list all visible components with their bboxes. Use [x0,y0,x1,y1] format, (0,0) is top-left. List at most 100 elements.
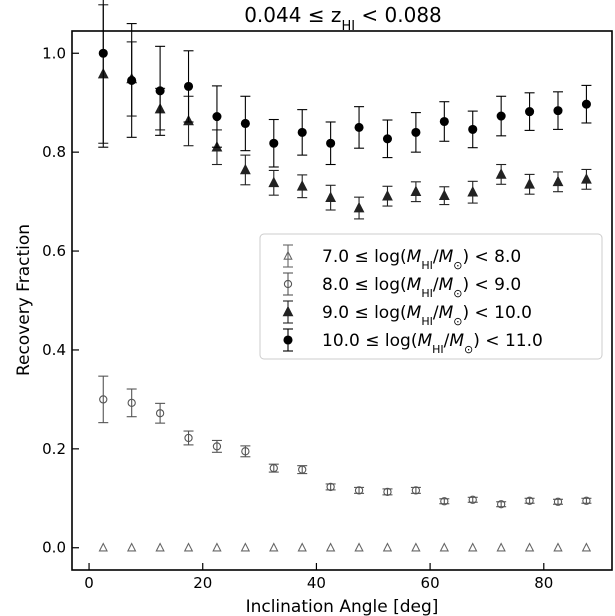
data-point [552,175,564,187]
legend-marker [283,279,293,289]
data-point [382,542,393,552]
data-point [411,486,421,495]
data-point [439,542,449,552]
y-tick-label: 1.0 [42,44,66,62]
legend-label: 9.0 ≤ log(MHI/M⊙) < 10.0 [322,303,532,328]
data-point [183,542,194,552]
data-point [410,185,422,197]
data-point [411,127,421,137]
data-point [325,191,337,202]
legend-label: 7.0 ≤ log(MHI/M⊙) < 8.0 [322,247,521,272]
data-point [268,176,280,188]
data-point [553,106,563,116]
data-point [467,186,479,197]
data-point [440,497,449,506]
data-point [297,127,307,137]
y-tick-label: 0.6 [42,242,66,260]
legend-label: 8.0 ≤ log(MHI/M⊙) < 9.0 [322,275,521,300]
data-point [269,463,278,473]
series-4 [98,0,592,168]
plot-frame [71,30,613,571]
data-point [354,542,364,552]
data-point [241,447,250,456]
data-point [581,173,592,184]
legend-marker [283,250,293,260]
x-tick-label: 80 [534,574,553,592]
data-point [438,189,450,200]
title-suffix: < 0.088 [355,3,442,27]
data-point [212,542,222,552]
data-point [582,496,591,505]
series-1 [98,542,592,552]
data-point [297,542,307,552]
data-point [553,542,563,552]
data-point [383,487,392,497]
data-point [497,500,506,509]
data-point [354,486,364,495]
y-tick-label: 0.0 [42,539,66,557]
data-point [524,178,535,189]
x-tick-label: 20 [193,574,212,592]
data-point [353,201,365,213]
data-point [240,542,251,552]
data-point [553,497,563,506]
y-tick-label: 0.8 [42,143,66,161]
data-point [155,86,165,96]
series-3 [97,4,592,220]
data-point [496,542,506,552]
data-point [98,542,108,552]
legend-label: 10.0 ≤ log(MHI/M⊙) < 11.0 [322,331,543,356]
data-point [468,495,477,504]
data-point [411,542,421,552]
data-point [468,542,478,552]
data-point [525,107,535,117]
legend-marker [282,305,294,317]
data-point [495,168,507,179]
data-point [239,163,251,175]
legend: 7.0 ≤ log(MHI/M⊙) < 8.0 8.0 ≤ log(MHI/M⊙)… [259,233,603,360]
data-point [98,48,108,58]
y-tick-label: 0.4 [42,341,66,359]
y-axis-label: Recovery Fraction [14,224,34,376]
data-point [155,409,165,418]
title-prefix: 0.044 ≤ z [244,3,341,27]
title-subscript: HI [341,19,355,34]
data-point [155,542,165,552]
data-point [581,542,592,552]
data-point [212,442,222,451]
legend-marker [283,335,293,345]
data-point [296,180,308,191]
data-point [240,118,250,129]
data-point [212,111,222,122]
x-axis-ticks: 0 20 40 60 80 [84,563,553,592]
data-point [269,138,279,148]
data-point [525,496,534,505]
data-point [524,542,535,552]
plot-marks [97,0,592,552]
data-point [127,542,137,552]
data-point [354,122,364,132]
data-point [184,433,193,443]
data-point [127,398,136,408]
x-tick-label: 60 [421,574,440,592]
data-point [326,482,335,492]
x-tick-label: 40 [307,574,326,592]
data-point [382,134,393,144]
data-point [468,124,478,134]
data-point [183,81,194,91]
series-2 [98,375,592,509]
data-point [326,138,336,148]
data-point [99,395,108,404]
data-point [439,116,449,127]
y-tick-label: 0.2 [42,440,66,458]
data-point [581,99,591,109]
chart-title: 0.044 ≤ zHI < 0.088 [244,3,442,34]
data-point [325,542,336,552]
x-axis-label: Inclination Angle [deg] [246,597,439,616]
data-point [382,189,393,201]
data-point [127,75,137,85]
x-tick-label: 0 [84,574,94,592]
data-point [269,542,279,552]
y-axis-ticks: 0.0 0.2 0.4 0.6 0.8 1.0 [42,44,79,557]
